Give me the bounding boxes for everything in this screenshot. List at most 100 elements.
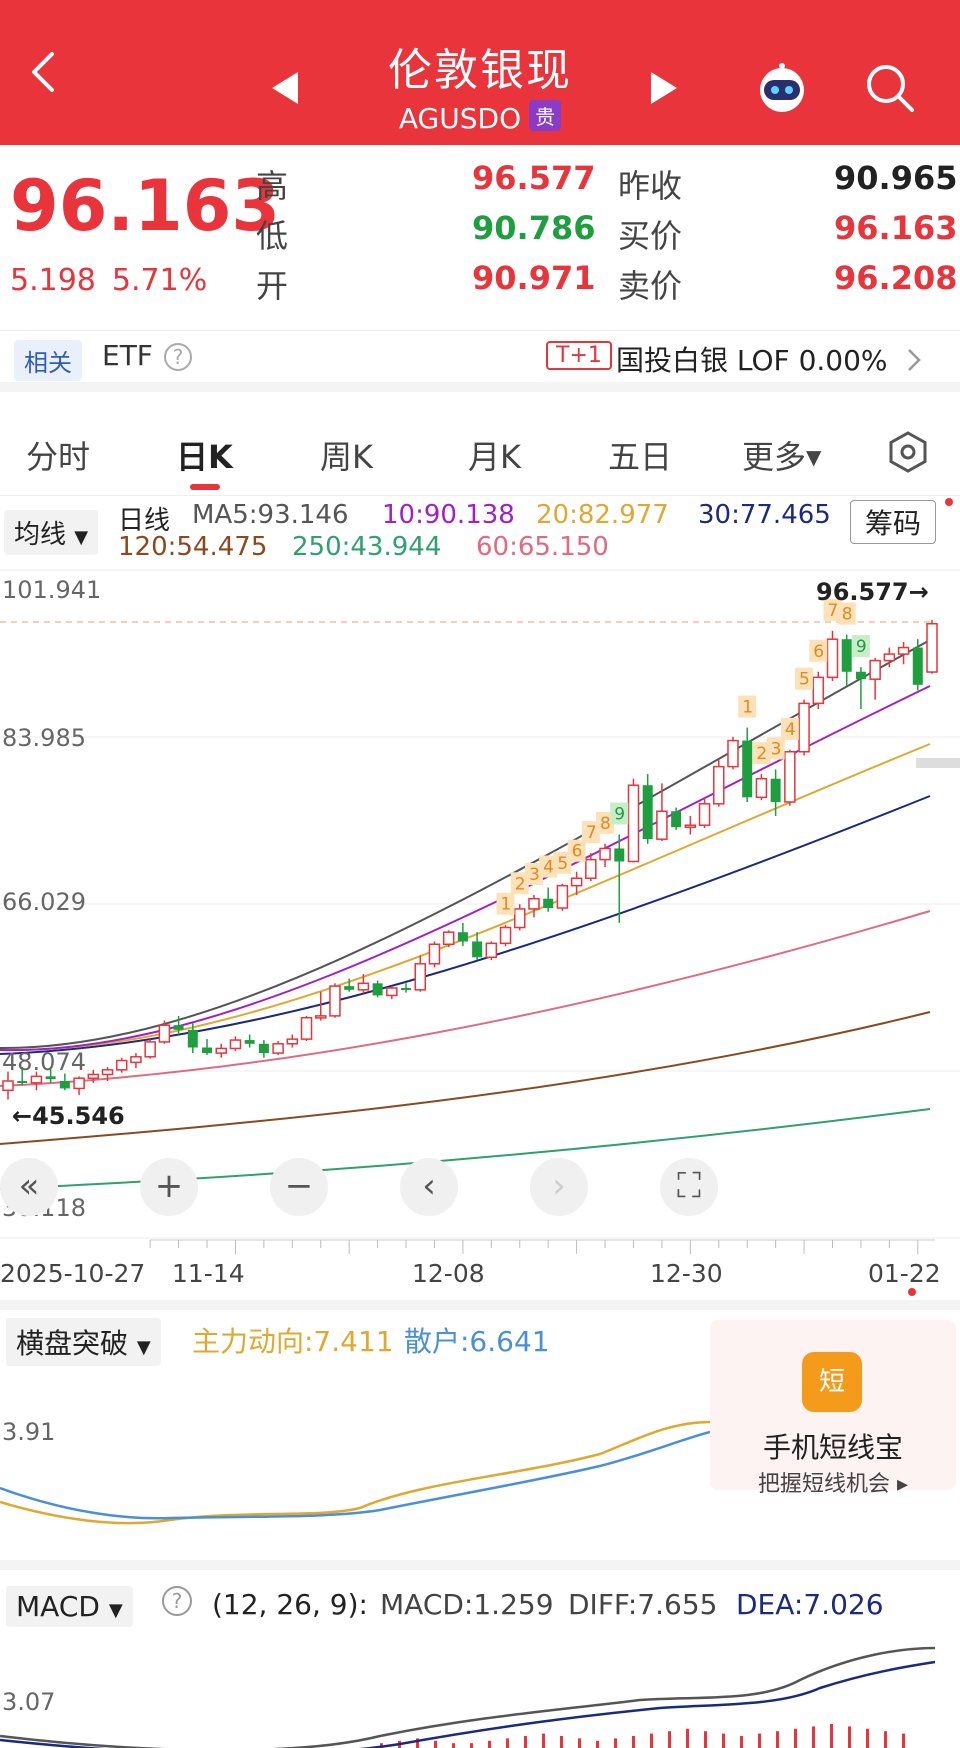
main-force-value: 主力动向:7.411: [192, 1325, 394, 1358]
low-value: 90.786: [472, 209, 596, 247]
robot-assistant-icon[interactable]: [750, 62, 814, 114]
candle: [585, 853, 597, 882]
dropdown-caret-icon: ▼: [806, 445, 822, 469]
related-fund[interactable]: 国投白银 LOF 0.00%: [616, 339, 888, 379]
candle: [684, 815, 697, 835]
retail-value: 散户:6.641: [404, 1325, 550, 1358]
candle: [798, 699, 810, 756]
scroll-to-start-button[interactable]: «: [0, 1158, 58, 1216]
x-axis: 2025-10-27 11-14 12-08 12-30 01-22: [0, 1239, 941, 1296]
fullscreen-button[interactable]: ⛶: [660, 1158, 718, 1216]
next-instrument-icon[interactable]: [651, 72, 677, 104]
zoom-in-button[interactable]: +: [140, 1158, 198, 1216]
td-label-bg: [795, 667, 814, 690]
fund-change: 0.00%: [798, 344, 888, 377]
candle: [229, 1036, 242, 1052]
td-label: 7: [586, 823, 597, 843]
etf-label: ETF: [102, 339, 153, 372]
td-label: 6: [813, 642, 824, 662]
tab-more[interactable]: 更多▼: [742, 432, 821, 478]
candle: [2, 1071, 14, 1100]
prev-close-value: 90.965: [834, 159, 958, 197]
help-icon[interactable]: ?: [164, 343, 192, 371]
indicator-select-ma[interactable]: 均线 ▼: [4, 510, 99, 555]
price-change: 5.198 5.71%: [10, 263, 223, 298]
candle: [314, 991, 327, 1021]
search-icon[interactable]: [864, 62, 916, 114]
dea-value: DEA:7.026: [736, 1588, 884, 1621]
candle: [59, 1073, 70, 1091]
t1-badge: T+1: [546, 341, 612, 370]
td-label: 2: [515, 874, 526, 894]
candle: [485, 941, 498, 961]
x-tick-label: 12-30: [650, 1259, 723, 1288]
macd-bar: [416, 1738, 419, 1748]
settings-hexagon-icon[interactable]: [886, 430, 930, 474]
dropdown-caret-icon: ▼: [74, 527, 89, 548]
candle: [130, 1053, 142, 1068]
ma10-value: 10:90.138: [382, 500, 515, 530]
tab-five-day[interactable]: 五日: [608, 438, 673, 476]
td-label-bg: [524, 862, 543, 885]
candle: [30, 1071, 43, 1091]
td-label-bg: [567, 839, 586, 862]
tab-daily-k[interactable]: 日K: [176, 438, 233, 476]
candle: [101, 1067, 114, 1081]
chips-button[interactable]: 筹码: [850, 500, 937, 544]
macd-selector-label: MACD: [16, 1590, 100, 1623]
fund-name: 国投白银 LOF: [616, 344, 790, 377]
candle: [499, 924, 512, 947]
candle: [286, 1034, 299, 1048]
candle: [442, 930, 455, 948]
candle: [784, 749, 796, 806]
tab-intraday[interactable]: 分时: [26, 438, 91, 476]
macd-bar: [488, 1740, 491, 1748]
candle: [272, 1040, 284, 1055]
bid-label: 买价: [618, 217, 683, 255]
macd-chart: 3.07: [0, 1646, 936, 1748]
candle: [45, 1067, 56, 1083]
candle: [258, 1040, 269, 1058]
td-label: 4: [543, 858, 554, 878]
change-percent: 5.71%: [111, 263, 208, 298]
help-icon[interactable]: ?: [162, 1586, 192, 1616]
candle: [727, 736, 739, 770]
td-label-bg: [510, 872, 529, 895]
candle: [401, 983, 412, 993]
candle: [713, 760, 725, 807]
chevron-right-icon[interactable]: [906, 347, 922, 373]
tab-monthly-k[interactable]: 月K: [468, 438, 521, 476]
candle: [73, 1076, 85, 1095]
tab-weekly-k[interactable]: 周K: [320, 438, 373, 476]
x-tick-label: 11-14: [172, 1259, 245, 1288]
macd-bar: [470, 1743, 473, 1748]
indicator-select-breakout[interactable]: 横盘突破 ▼: [6, 1318, 161, 1366]
td-label-bg: [809, 639, 828, 662]
ma250-line: [0, 1108, 931, 1190]
macd-level-label: 3.07: [2, 1688, 55, 1716]
change-value: 5.198: [10, 263, 96, 298]
zoom-out-button[interactable]: −: [270, 1158, 328, 1216]
prev-instrument-icon[interactable]: [272, 72, 298, 104]
notification-dot: [945, 498, 953, 506]
scroll-left-button[interactable]: ‹: [400, 1158, 458, 1216]
symbol-code: AGUSDO: [398, 102, 522, 135]
td-label: 1: [742, 698, 753, 718]
td-label: 3: [771, 739, 782, 759]
td-label: 1: [501, 895, 512, 915]
macd-bar: [866, 1728, 869, 1748]
promo-card[interactable]: 短 手机短线宝 把握短线机会 ▸: [710, 1320, 956, 1497]
scroll-right-button[interactable]: ›: [530, 1158, 588, 1216]
dropdown-caret-icon: ▼: [108, 1600, 123, 1621]
indicator-select-macd[interactable]: MACD ▼: [6, 1586, 133, 1627]
candle: [173, 1015, 184, 1035]
back-arrow-icon[interactable]: [22, 50, 66, 94]
ma10-line: [0, 685, 931, 1052]
candle: [656, 783, 668, 842]
macd-bar: [578, 1738, 581, 1748]
candle: [812, 671, 825, 709]
related-etf-bar[interactable]: 相关 ETF ? T+1 国投白银 LOF 0.00%: [0, 330, 960, 392]
diff-value: DIFF:7.655: [568, 1588, 718, 1621]
macd-bar: [452, 1743, 455, 1748]
